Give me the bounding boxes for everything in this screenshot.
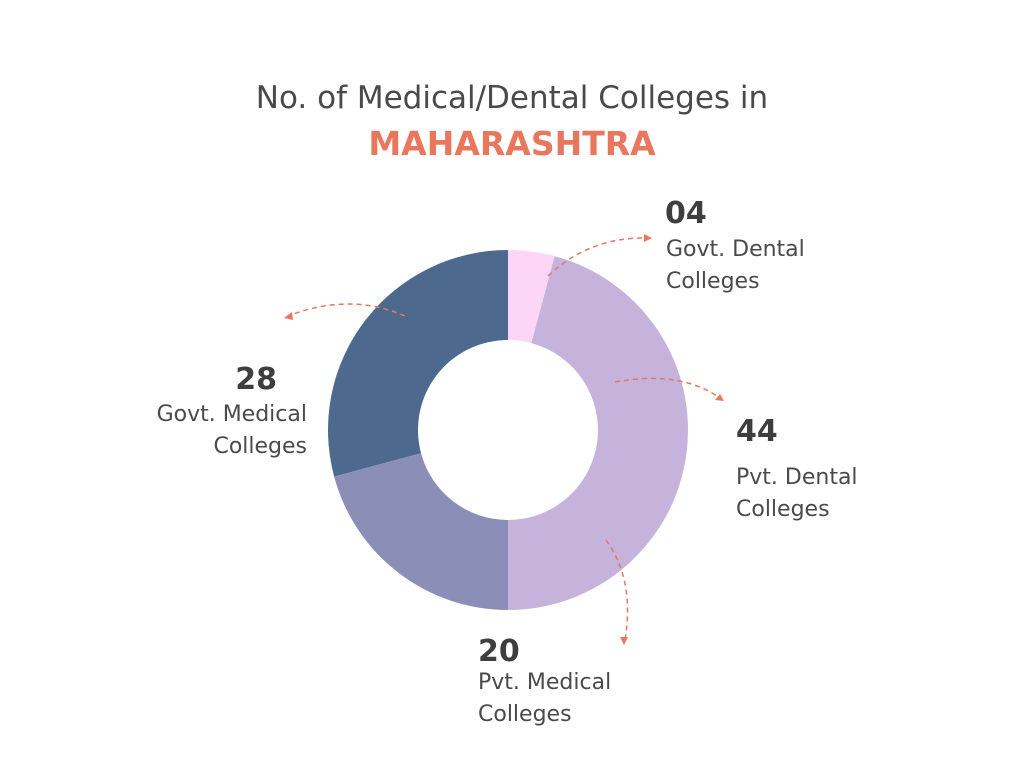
value-label: 28 xyxy=(235,362,277,397)
slice xyxy=(328,250,508,477)
value-label: 20 xyxy=(478,634,520,669)
chart-subtitle: MAHARASHTRA xyxy=(368,124,656,163)
arrowhead xyxy=(644,234,652,242)
arrow xyxy=(605,539,629,641)
slice xyxy=(508,256,688,610)
arrowhead xyxy=(715,394,724,401)
category-label: Pvt. Dental Colleges xyxy=(736,465,858,522)
category-label: Govt. Medical Colleges xyxy=(156,402,307,459)
category-label: Govt. Dental Colleges xyxy=(666,237,805,294)
arrow xyxy=(614,377,721,399)
arrow xyxy=(547,237,651,277)
arrows xyxy=(287,237,721,641)
arrowhead xyxy=(620,637,628,645)
slice xyxy=(334,453,508,611)
slice xyxy=(508,250,555,344)
value-label: 44 xyxy=(736,414,778,449)
chart-title: No. of Medical/Dental Colleges in xyxy=(255,80,769,116)
category-label: Pvt. Medical Colleges xyxy=(478,670,612,727)
value-label: 04 xyxy=(665,196,707,231)
arrowheads xyxy=(284,234,724,645)
arrowhead xyxy=(284,312,293,320)
arrow xyxy=(287,303,406,317)
